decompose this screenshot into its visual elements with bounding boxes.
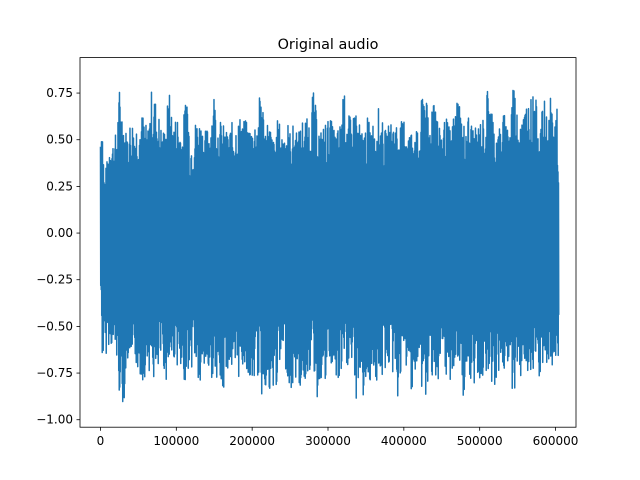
y-tick-label: 0.50 — [46, 133, 73, 147]
x-tick-label: 400000 — [381, 434, 427, 448]
x-tick-label: 200000 — [229, 434, 275, 448]
y-tick-label: −0.50 — [36, 319, 73, 333]
y-axis: −1.00 −0.75 −0.50 −0.25 0.00 0.25 0.50 0.75 — [36, 86, 80, 427]
y-tick-label: −0.25 — [36, 273, 73, 287]
x-tick-label: 0 — [97, 434, 105, 448]
chart-title: Original audio — [278, 37, 379, 53]
y-tick-label: 0.25 — [46, 179, 73, 193]
audio-waveform-series — [99, 89, 560, 403]
y-tick-label: −0.75 — [36, 366, 73, 380]
y-tick-label: 0.75 — [46, 86, 73, 100]
y-tick-label: 0.00 — [46, 226, 73, 240]
y-tick-label: −1.00 — [36, 413, 73, 427]
waveform-line — [99, 89, 560, 403]
x-tick-label: 500000 — [457, 434, 503, 448]
x-tick-label: 100000 — [153, 434, 199, 448]
x-tick-label: 300000 — [305, 434, 351, 448]
x-axis: 0 100000 200000 300000 400000 500000 600000 — [97, 427, 579, 448]
x-tick-label: 600000 — [533, 434, 579, 448]
